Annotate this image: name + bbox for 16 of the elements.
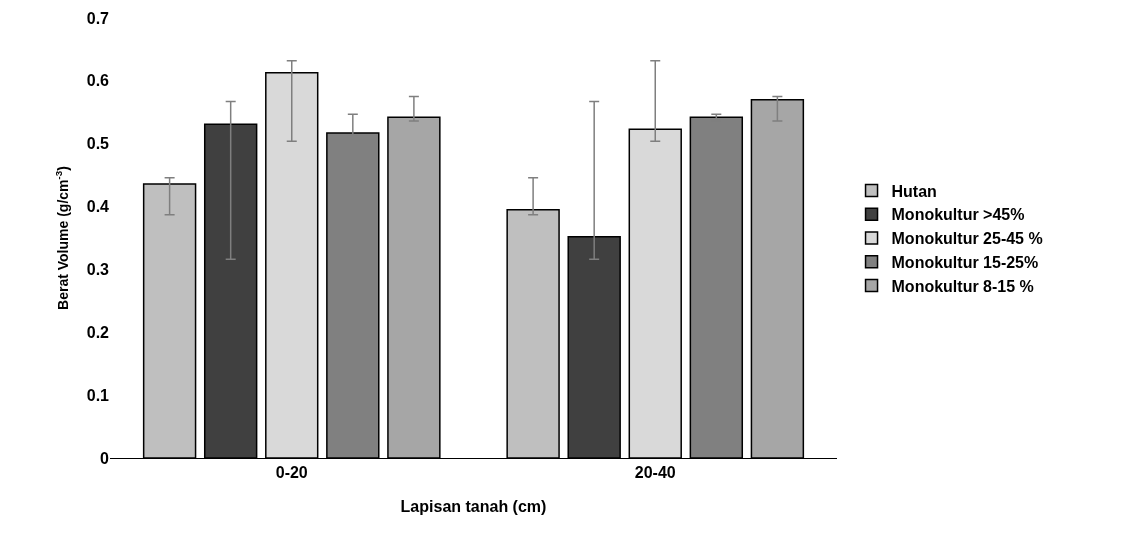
y-tick-label: 0.5 xyxy=(86,135,110,153)
y-tick-label: 0 xyxy=(100,449,110,467)
y-tick-label: 0.6 xyxy=(86,72,110,90)
y-tick-label: 0.2 xyxy=(86,323,110,341)
y-tick-label: 0.7 xyxy=(86,9,110,27)
legend-label: Monokultur 8-15 % xyxy=(891,277,1034,295)
legend-label: Monokultur 15-25% xyxy=(891,254,1039,272)
x-axis-title: Lapisan tanah (cm) xyxy=(400,497,547,515)
legend-label: Monokultur >45% xyxy=(891,206,1025,224)
legend-label: Hutan xyxy=(891,182,937,200)
y-tick-label: 0.4 xyxy=(86,198,110,216)
y-tick-label: 0.3 xyxy=(86,261,110,279)
legend-label: Monokultur 25-45 % xyxy=(891,230,1043,248)
x-tick-label: 0-20 xyxy=(275,464,308,482)
y-tick-label: 0.1 xyxy=(86,386,110,404)
x-tick-label: 20-40 xyxy=(634,464,676,482)
